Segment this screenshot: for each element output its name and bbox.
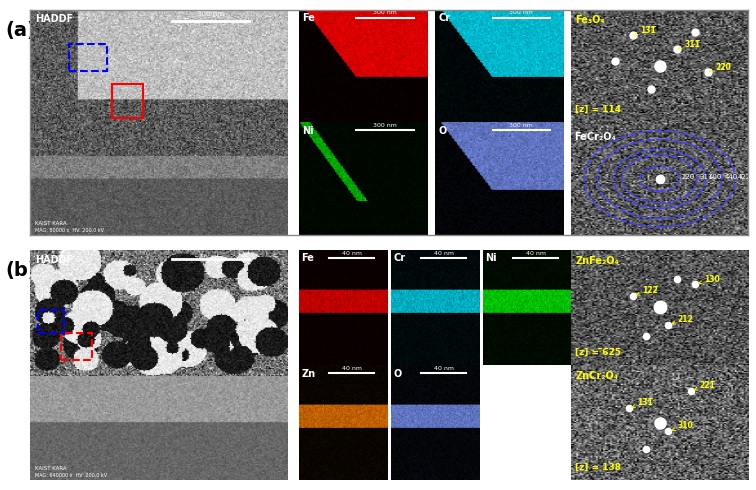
Text: Zn: Zn bbox=[301, 368, 315, 378]
Text: 2̄2̄0̅: 2̄2̄0̅ bbox=[709, 63, 731, 72]
Text: 440: 440 bbox=[724, 174, 738, 180]
Text: 13̄1̅: 13̄1̅ bbox=[632, 398, 653, 408]
Text: (b): (b) bbox=[5, 262, 36, 280]
Text: (a): (a) bbox=[5, 21, 36, 40]
Text: 22̄1̅: 22̄1̅ bbox=[694, 381, 715, 391]
Bar bbox=[69, 44, 107, 71]
Text: [z] = 114: [z] = 114 bbox=[575, 105, 621, 114]
Text: MAG: 80000 x  HV: 200.0 kV: MAG: 80000 x HV: 200.0 kV bbox=[36, 228, 104, 233]
Text: 13̄1̅: 13̄1̅ bbox=[634, 26, 655, 35]
Text: 220: 220 bbox=[682, 174, 695, 180]
Text: 130: 130 bbox=[699, 274, 720, 284]
Text: 300 nm: 300 nm bbox=[373, 123, 397, 128]
Text: 310: 310 bbox=[672, 421, 693, 431]
Text: 400: 400 bbox=[708, 174, 722, 180]
Text: 1̄2̄2̅: 1̄2̄2̅ bbox=[637, 286, 658, 295]
Text: 212: 212 bbox=[672, 315, 693, 324]
Text: [z] = 138: [z] = 138 bbox=[575, 463, 621, 471]
Text: 300 nm: 300 nm bbox=[509, 123, 533, 128]
Text: 40 nm: 40 nm bbox=[433, 251, 454, 256]
Text: 422: 422 bbox=[738, 174, 751, 180]
Bar bbox=[61, 333, 92, 361]
Text: MAG: 640000 x  HV: 200.0 kV: MAG: 640000 x HV: 200.0 kV bbox=[36, 473, 107, 478]
Text: O: O bbox=[438, 126, 447, 136]
Text: 300 nm: 300 nm bbox=[509, 10, 533, 15]
Text: Fe: Fe bbox=[301, 253, 314, 263]
Bar bbox=[38, 310, 64, 333]
Text: Cr: Cr bbox=[393, 253, 405, 263]
Text: Fe: Fe bbox=[302, 13, 315, 23]
Text: ZnCr₂O₄: ZnCr₂O₄ bbox=[575, 371, 618, 381]
Text: Cr: Cr bbox=[438, 13, 451, 23]
Text: [z] = ̅̄6̄2̄5: [z] = ̅̄6̄2̄5 bbox=[575, 347, 621, 356]
Text: HADDF: HADDF bbox=[36, 254, 73, 265]
Text: 40 nm: 40 nm bbox=[342, 251, 361, 256]
Text: 40 nm: 40 nm bbox=[433, 366, 454, 371]
Text: Ni: Ni bbox=[485, 253, 497, 263]
Text: Fe₃O₄: Fe₃O₄ bbox=[575, 16, 605, 25]
Text: 311: 311 bbox=[699, 174, 713, 180]
Text: 31̄1̅: 31̄1̅ bbox=[678, 40, 700, 49]
Text: KAIST KARA: KAIST KARA bbox=[36, 221, 67, 226]
Text: 40 nm: 40 nm bbox=[525, 251, 546, 256]
Text: 300 nm: 300 nm bbox=[197, 11, 224, 17]
Text: Ni: Ni bbox=[302, 126, 314, 136]
Bar bbox=[113, 84, 144, 118]
Text: HADDF: HADDF bbox=[36, 14, 73, 24]
Text: KAIST KARA: KAIST KARA bbox=[36, 466, 67, 471]
Text: 40 nm: 40 nm bbox=[199, 254, 222, 261]
Text: FeCr₂O₄: FeCr₂O₄ bbox=[575, 131, 616, 142]
Text: 40 nm: 40 nm bbox=[342, 366, 361, 371]
Text: 300 nm: 300 nm bbox=[373, 10, 397, 15]
Text: O: O bbox=[393, 368, 401, 378]
Text: ZnFe₂O₄: ZnFe₂O₄ bbox=[575, 256, 619, 266]
